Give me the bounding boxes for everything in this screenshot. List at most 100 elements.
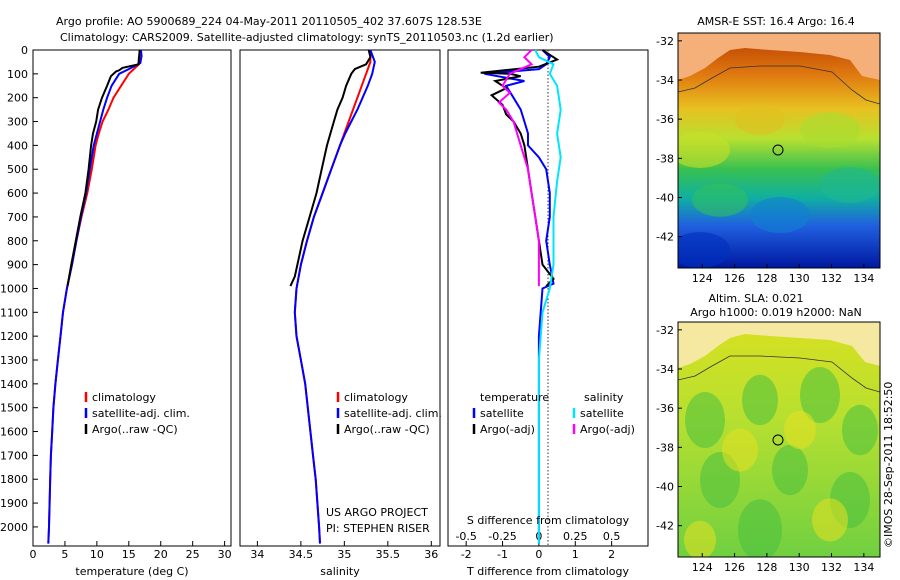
y-tick-label: 1800: [0, 473, 28, 486]
salinity-legend: climatology satellite-adj. clim. Argo(..…: [336, 391, 442, 436]
lon-tick-label: 134: [853, 272, 874, 285]
legend-climatology: climatology: [92, 391, 156, 404]
lon-tick-label: 128: [756, 272, 777, 285]
sla-lon-axis: 124 126 128 130 132 134: [692, 553, 874, 574]
y-tick-label: 1000: [0, 282, 28, 295]
sst-map: AMSR-E SST: 16.4 Argo: 16.4 124 126 128 130…: [656, 15, 881, 285]
s-tick-label: -0.25: [488, 530, 516, 543]
texture-blob: [750, 197, 810, 233]
s-difference-label: S difference from climatology: [467, 514, 630, 527]
sla-map-title-2: Argo h1000: 0.019 h2000: NaN: [690, 306, 862, 319]
lon-tick-label: 130: [789, 561, 810, 574]
x-tick-label: 5: [61, 548, 68, 561]
x-tick-label: 34.5: [289, 548, 314, 561]
texture-blob: [684, 520, 716, 557]
salinity-panel: 34 34.5 35 35.5 36 salinity climatology sate…: [239, 49, 442, 578]
lat-tick-label: -34: [656, 363, 674, 376]
sst-map-title: AMSR-E SST: 16.4 Argo: 16.4: [697, 15, 855, 28]
y-tick-label: 800: [7, 235, 28, 248]
y-tick-label: 0: [21, 44, 28, 57]
coastline-contour: [678, 355, 880, 393]
x-tick-label: 0: [535, 548, 542, 561]
lat-tick-label: -40: [656, 192, 674, 205]
texture-blob: [685, 392, 725, 448]
x-tick-label: 20: [154, 548, 168, 561]
texture-blob: [820, 167, 880, 203]
texture-blob: [678, 132, 730, 168]
y-tick-label: 2000: [0, 521, 28, 534]
argo-position-marker: [772, 144, 784, 156]
y-tick-label: 200: [7, 92, 28, 105]
temperature-series: [47, 49, 143, 544]
y-tick-label: 1600: [0, 426, 28, 439]
lon-tick-label: 126: [724, 561, 745, 574]
legend-satellite: satellite-adj. clim.: [344, 407, 442, 420]
y-tick-label: 700: [7, 211, 28, 224]
land-mask: [678, 322, 880, 368]
texture-blob: [772, 444, 808, 496]
x-tick-label: -2: [461, 548, 472, 561]
t-difference-axis: -2 -1 0 1 2: [461, 541, 615, 561]
legend-argo: Argo(..raw -QC): [92, 423, 178, 436]
series-line-2: [66, 49, 141, 287]
texture-blob: [735, 105, 785, 135]
texture-blob: [692, 183, 748, 217]
sla-texture: [684, 367, 878, 557]
texture-blob: [800, 112, 860, 148]
lat-tick-label: -38: [656, 441, 674, 454]
lon-tick-label: 134: [853, 561, 874, 574]
imos-credit: ©IMOS 28-Sep-2011 18:52:50: [882, 382, 895, 548]
s-difference-axis: -0.5 -0.25 0 0.25 0.5: [455, 530, 620, 543]
legend-t-satellite: satellite: [480, 407, 524, 420]
series-line-3: [497, 49, 540, 287]
y-tick-label: 300: [7, 116, 28, 129]
y-tick-label: 1900: [0, 497, 28, 510]
lat-tick-label: -32: [656, 324, 674, 337]
y-tick-label: 1100: [0, 306, 28, 319]
legend-salinity-title: salinity: [584, 391, 624, 404]
temperature-axis: 0 5 10 15 20 25 30: [30, 541, 232, 561]
y-tick-label: 1400: [0, 378, 28, 391]
difference-panel: -2 -1 0 1 2 -0.5 -0.25 0 0.25 0.5 T difference f…: [447, 49, 649, 578]
lat-tick-label: -32: [656, 35, 674, 48]
y-tick-label: 900: [7, 259, 28, 272]
sla-map-title-1: Altim. SLA: 0.021: [708, 292, 803, 305]
lon-tick-label: 124: [692, 561, 713, 574]
series-line-2: [534, 49, 562, 544]
legend-s-satellite: satellite: [580, 407, 624, 420]
depth-axis: 0 100 200 300 400 500 600 700 800 900 1000 1100 1200…: [0, 44, 38, 534]
land-mask: [678, 33, 880, 80]
x-tick-label: 0: [30, 548, 37, 561]
pi-annotation: PI: STEPHEN RISER: [326, 522, 430, 535]
argo-position-marker: [772, 434, 784, 446]
y-tick-label: 500: [7, 163, 28, 176]
lat-tick-label: -36: [656, 402, 674, 415]
salinity-series: [289, 49, 376, 544]
salinity-xlabel: salinity: [320, 565, 360, 578]
figure-title-line1: Argo profile: AO 5900689_224 04-May-2011…: [56, 15, 482, 28]
texture-blob: [842, 404, 878, 456]
texture-blob: [722, 428, 758, 472]
project-annotation: US ARGO PROJECT: [326, 506, 428, 519]
lon-tick-label: 128: [756, 561, 777, 574]
x-tick-label: -1: [497, 548, 508, 561]
x-tick-label: 35.5: [376, 548, 401, 561]
y-tick-label: 1300: [0, 354, 28, 367]
temperature-panel: 0100200300400500600700800900100011001200…: [0, 44, 232, 578]
coastline-contour: [678, 65, 880, 105]
x-tick-label: 30: [218, 548, 232, 561]
sst-texture: [678, 105, 880, 268]
sst-lat-axis: -32 -34 -36 -38 -40 -42: [656, 35, 682, 244]
legend-t-argo: Argo(-adj): [480, 423, 535, 436]
lat-tick-label: -34: [656, 74, 674, 87]
lat-tick-label: -36: [656, 113, 674, 126]
lat-tick-label: -38: [656, 152, 674, 165]
texture-blob: [812, 498, 848, 542]
s-tick-label: -0.5: [455, 530, 476, 543]
y-tick-label: 600: [7, 187, 28, 200]
x-tick-label: 1: [572, 548, 579, 561]
s-tick-label: 0.5: [603, 530, 621, 543]
temperature-xlabel: temperature (deg C): [75, 565, 188, 578]
series-line-2: [289, 49, 372, 287]
